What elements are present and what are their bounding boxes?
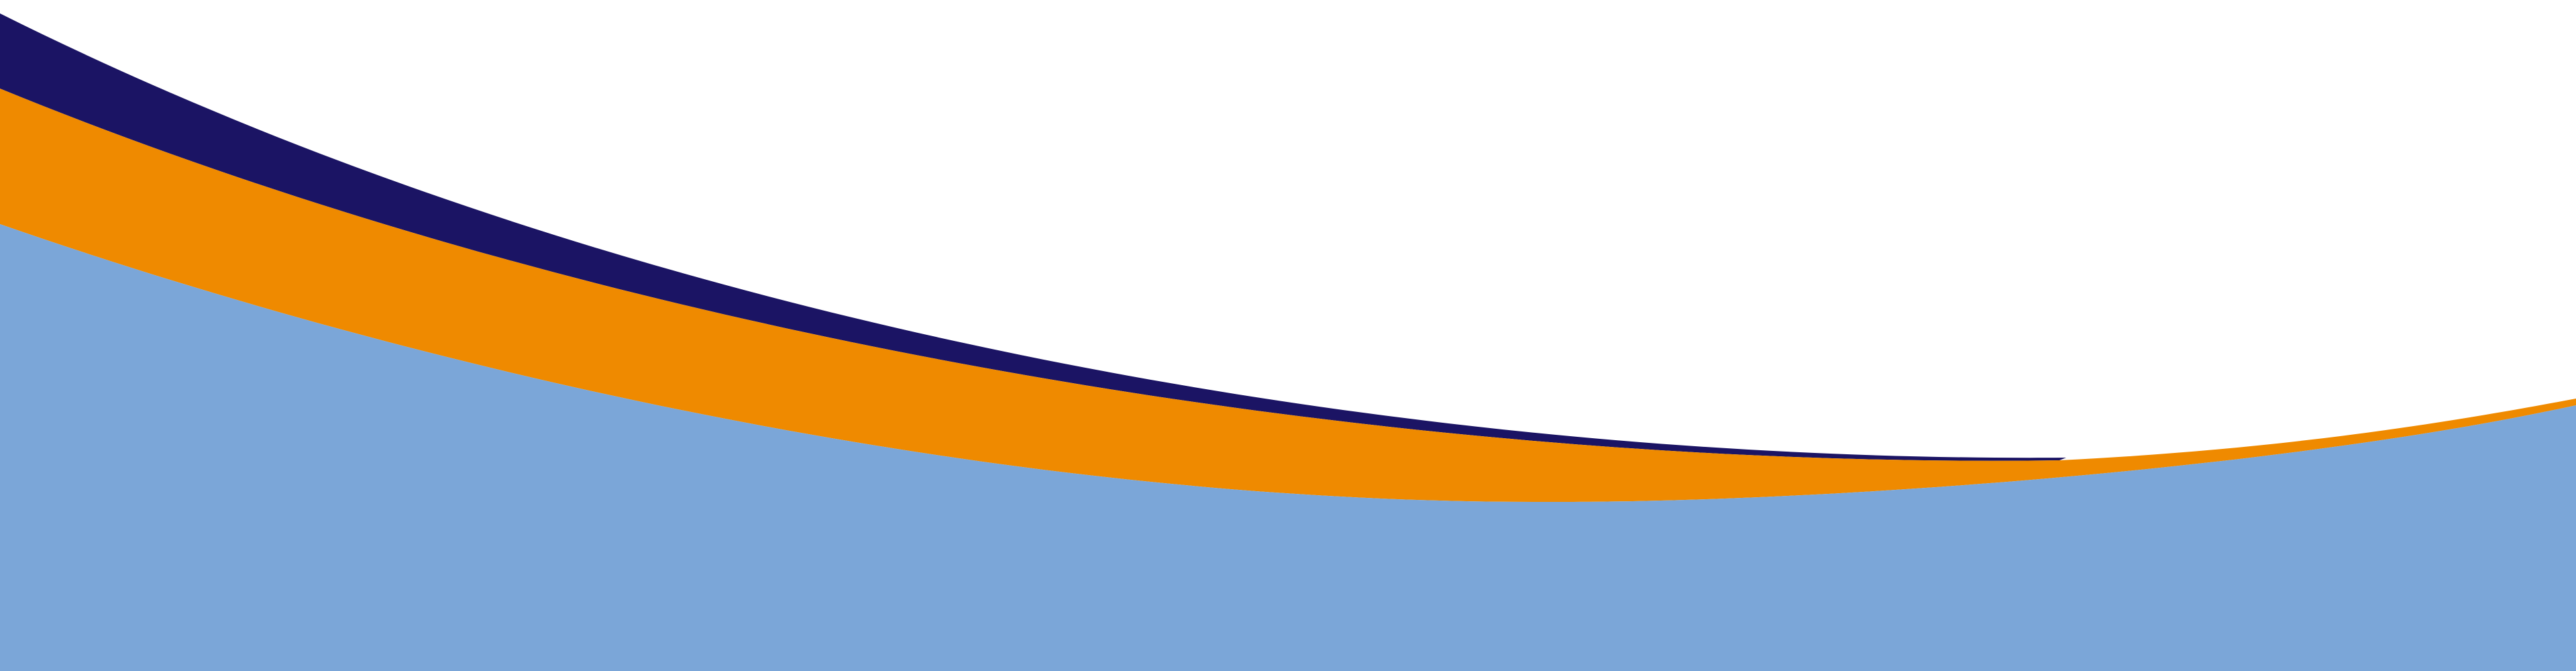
light-blue-wave-fill	[0, 224, 2576, 671]
orange-wave-band	[0, 89, 2576, 503]
navy-wave-band	[0, 13, 2066, 461]
